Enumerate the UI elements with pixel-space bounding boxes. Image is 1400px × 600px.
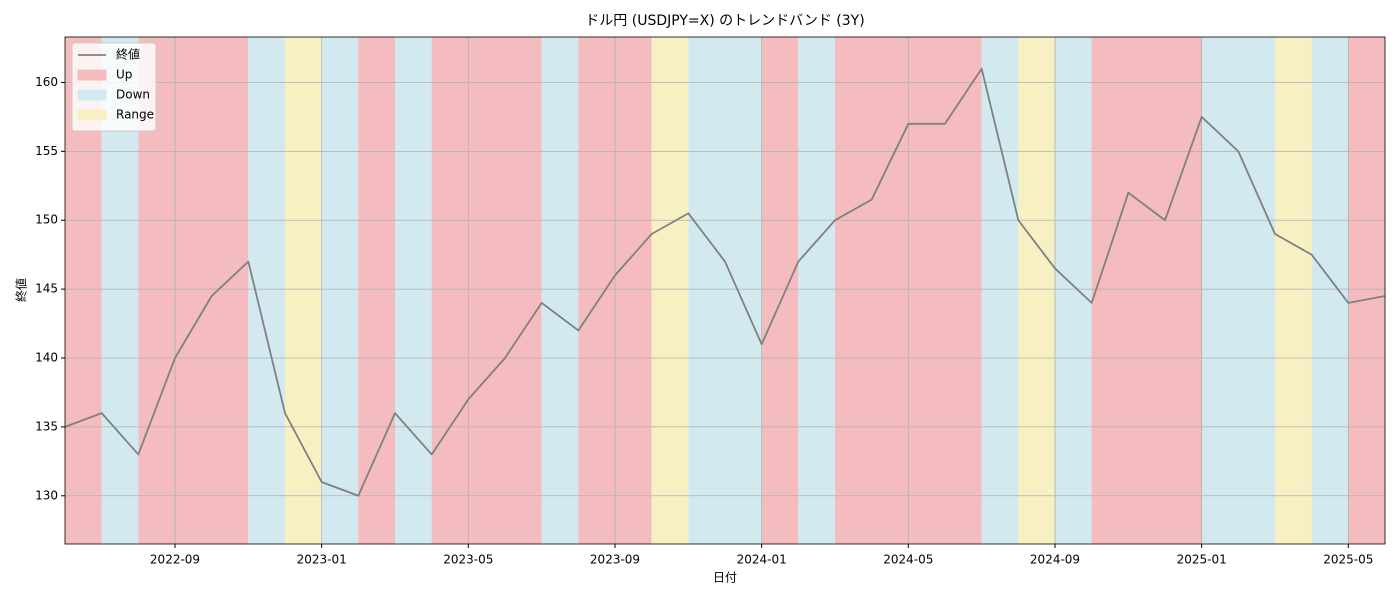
legend-label: Up bbox=[116, 68, 132, 82]
trend-band bbox=[1091, 37, 1165, 544]
plot-frame bbox=[64, 36, 1386, 545]
legend: 終値 Up Down Range bbox=[71, 42, 157, 132]
trend-band bbox=[688, 37, 762, 544]
y-tick-label: 140 bbox=[35, 351, 58, 365]
legend-label: Down bbox=[116, 88, 150, 102]
trend-band bbox=[541, 37, 579, 544]
x-tick-label: 2024-09 bbox=[1030, 553, 1080, 567]
trend-band bbox=[798, 37, 835, 544]
trend-band bbox=[1275, 37, 1312, 544]
trend-band bbox=[285, 37, 322, 544]
x-tick-label: 2023-09 bbox=[590, 553, 640, 567]
trend-band bbox=[651, 37, 689, 544]
legend-box bbox=[71, 42, 157, 132]
y-tick-label: 150 bbox=[35, 213, 58, 227]
legend-label: Range bbox=[116, 108, 154, 122]
legend-swatch bbox=[77, 109, 107, 121]
y-tick-label: 155 bbox=[35, 144, 58, 158]
trend-band bbox=[138, 37, 249, 544]
x-tick-label: 2025-01 bbox=[1177, 553, 1227, 567]
x-tick-label: 2024-01 bbox=[737, 553, 787, 567]
y-axis-label: 終値 bbox=[14, 278, 29, 302]
y-tick-label: 145 bbox=[35, 282, 58, 296]
x-axis-label: 日付 bbox=[713, 571, 737, 585]
x-tick-label: 2023-01 bbox=[297, 553, 347, 567]
trend-band bbox=[761, 37, 799, 544]
legend-label: 終値 bbox=[116, 47, 140, 62]
x-tick-label: 2025-05 bbox=[1323, 553, 1373, 567]
trend-band bbox=[1311, 37, 1349, 544]
price-line bbox=[64, 67, 1386, 497]
trend-band bbox=[1348, 37, 1385, 544]
trend-band bbox=[1018, 37, 1055, 544]
x-tick-label: 2023-05 bbox=[443, 553, 493, 567]
chart-title: ドル円 (USDJPY=X) のトレンドバンド (3Y) bbox=[585, 13, 864, 29]
y-tick-label: 160 bbox=[35, 75, 58, 89]
y-tick-label: 135 bbox=[35, 419, 58, 433]
x-tick-label: 2024-05 bbox=[883, 553, 933, 567]
trend-band bbox=[321, 37, 359, 544]
legend-swatch bbox=[77, 89, 107, 101]
trend-band bbox=[395, 37, 432, 544]
trend-band bbox=[358, 37, 395, 544]
legend-swatch bbox=[77, 69, 107, 81]
trend-band bbox=[981, 37, 1019, 544]
trend-band bbox=[248, 37, 285, 544]
y-tick-label: 130 bbox=[35, 488, 58, 502]
trend-band bbox=[1055, 37, 1092, 544]
trend-band bbox=[1165, 37, 1202, 544]
trend-band bbox=[1201, 37, 1275, 544]
x-tick-label: 2022-09 bbox=[150, 553, 200, 567]
trend-band bbox=[431, 37, 542, 544]
